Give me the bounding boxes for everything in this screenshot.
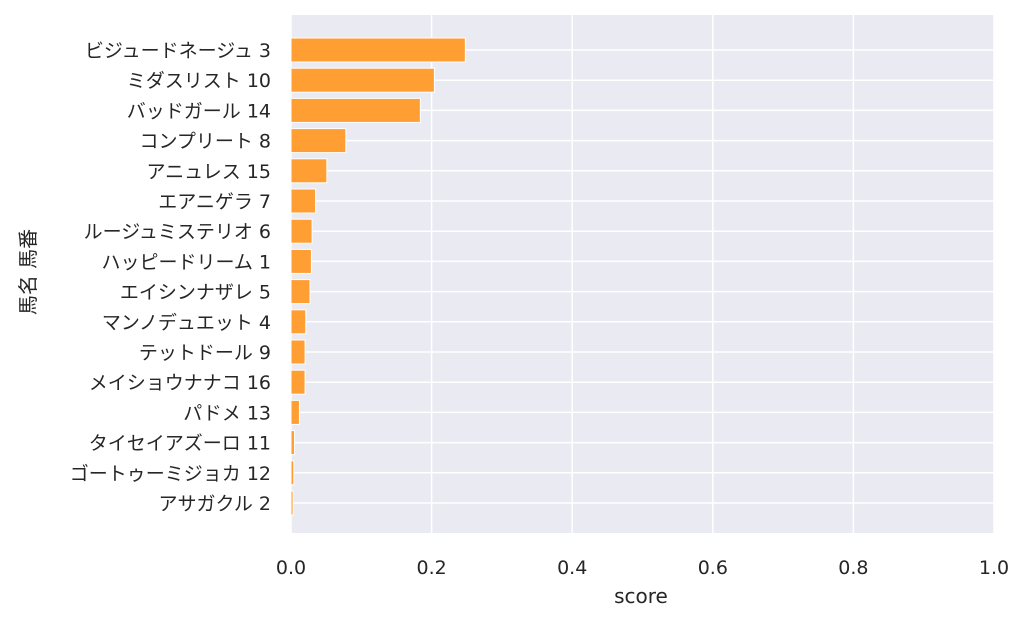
category-label: テットドール 9 [139,342,271,364]
x-tick-label: 1.0 [979,557,1009,579]
category-label: エイシンナザレ 5 [120,282,271,304]
bar [290,339,306,365]
bar [290,128,347,154]
bar [290,369,306,395]
bar [290,97,421,123]
bar [290,218,313,244]
category-label: タイセイアズーロ 11 [89,433,271,455]
x-tick-label: 0.4 [557,557,587,579]
bar [290,399,300,425]
bar [290,490,294,516]
category-label: メイショウナナコ 16 [89,372,271,394]
bar [290,158,328,184]
category-label: ルージュミステリオ 6 [84,221,271,243]
category-label: コンプリート 8 [139,131,271,153]
bar [290,248,312,274]
category-labels: ビジュードネージュ 3 ミダスリスト 10 バッドガール 14 コンプリート 8 アニュ… [70,40,271,515]
x-tick-label: 0.6 [698,557,728,579]
category-label: マンノデュエット 4 [102,312,271,334]
bar [290,67,435,93]
bar [290,279,311,305]
x-tick-label: 0.0 [276,557,306,579]
category-label: アニュレス 15 [147,161,271,183]
bar [290,309,307,335]
y-axis-label: 馬名 馬番 [16,229,40,315]
category-label: ミダスリスト 10 [127,70,271,92]
category-label: バッドガール 14 [127,100,271,122]
x-axis-label: score [614,584,668,608]
category-label: エアニゲラ 7 [158,191,271,213]
category-label: パドメ 13 [183,402,271,424]
bar [290,460,295,486]
category-label: アサガクル 2 [158,493,271,515]
bar [290,37,466,63]
x-tick-label: 0.2 [416,557,446,579]
category-label: ゴートゥーミジョカ 12 [70,463,271,485]
bar [290,188,317,214]
bar [290,430,296,456]
category-label: ビジュードネージュ 3 [85,40,271,62]
x-tick-labels: 0.0 0.2 0.4 0.6 0.8 1.0 [276,557,1009,579]
x-tick-label: 0.8 [838,557,868,579]
category-label: ハッピードリーム 1 [101,251,271,273]
bars-group [290,37,466,516]
